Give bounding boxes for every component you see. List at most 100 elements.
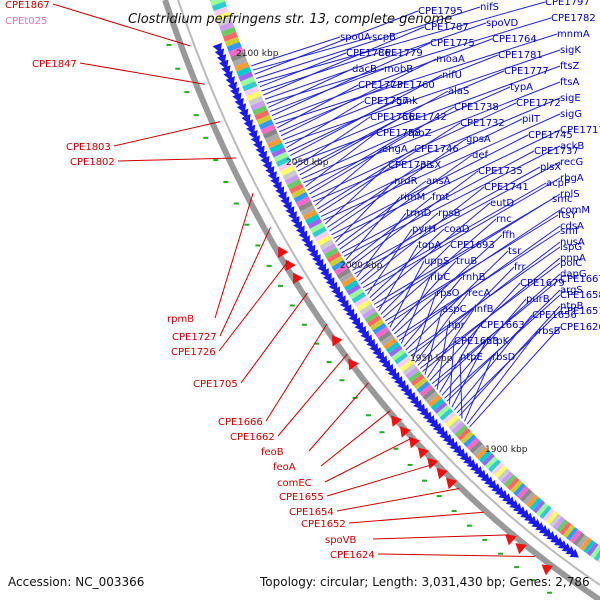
- gene-label: rpsB: [438, 208, 461, 219]
- blue-leader-line: [360, 186, 485, 285]
- reverse-gene-arrow: [505, 534, 517, 546]
- blue-leader-line: [319, 122, 461, 214]
- forward-gene-arrow: [397, 379, 407, 390]
- gene-label: CPE1626: [560, 322, 600, 333]
- blue-leader-line: [309, 106, 455, 195]
- cog-band-segment: [307, 217, 323, 229]
- topology-label: Topology: circular; Length: 3,031,430 bp…: [259, 575, 590, 589]
- forward-gene-arrow: [334, 290, 343, 301]
- forward-gene-arrow: [542, 528, 552, 537]
- cog-band-segment: [300, 205, 316, 216]
- blue-leader-line: [405, 250, 509, 351]
- reverse-gene-arrow: [541, 564, 554, 576]
- cog-band-segment: [362, 307, 377, 320]
- gene-label: ftsY: [558, 210, 577, 221]
- cog-band-segment: [519, 488, 533, 503]
- green-marker: [326, 361, 332, 364]
- gene-label: ackB: [560, 141, 584, 152]
- forward-gene-arrow: [446, 437, 456, 447]
- gene-label: CPE1655: [279, 492, 324, 503]
- blue-leader-line: [311, 102, 517, 199]
- reverse-gene-arrows: [277, 246, 554, 576]
- green-marker: [379, 431, 385, 434]
- cog-band-segment: [405, 366, 420, 379]
- cog-band-segment: [222, 31, 238, 42]
- blue-leader-line: [464, 356, 493, 422]
- gene-label: CPE1656: [532, 310, 577, 321]
- forward-gene-arrow: [363, 334, 373, 345]
- gene-label: CPE1732: [460, 118, 505, 129]
- cog-band-segment: [280, 165, 295, 176]
- cog-band-segment: [422, 387, 436, 401]
- gene-label: comEC: [277, 478, 312, 489]
- cog-band-segment: [552, 516, 565, 530]
- cog-band-segment: [569, 529, 582, 544]
- reverse-gene-arrow: [285, 259, 296, 272]
- forward-gene-arrow: [306, 244, 316, 255]
- green-marker: [301, 323, 307, 326]
- cog-band-segment: [399, 359, 414, 372]
- reverse-gene-arrow: [390, 415, 402, 427]
- forward-gene-arrow: [456, 448, 466, 458]
- blue-leader-line: [356, 212, 407, 278]
- blue-leader-line: [454, 314, 533, 411]
- cog-band-segment: [562, 524, 575, 539]
- cog-band-segment: [597, 557, 600, 563]
- cog-band-segment: [436, 404, 451, 418]
- gene-label: ispG: [560, 242, 582, 253]
- blue-leader-line: [329, 138, 467, 232]
- blue-leader-line: [268, 68, 353, 108]
- cog-band-segment: [271, 147, 287, 158]
- red-leader-line: [117, 157, 237, 162]
- forward-gene-arrow: [569, 548, 579, 558]
- cog-band-segment: [413, 377, 428, 390]
- cog-band-segment: [503, 474, 517, 488]
- forward-gene-arrow: [290, 215, 300, 226]
- blue-leader-line: [417, 266, 515, 366]
- cog-band-segment: [430, 398, 445, 411]
- gene-label: argS: [560, 285, 583, 296]
- green-marker: [193, 114, 199, 117]
- blue-leader-line: [387, 209, 561, 325]
- forward-gene-arrow: [331, 286, 341, 296]
- forward-gene-arrow: [337, 295, 346, 305]
- forward-gene-arrow: [325, 277, 335, 287]
- blue-leader-line: [313, 97, 561, 203]
- cog-band-segment: [367, 315, 382, 327]
- cog-band-segment: [219, 21, 235, 32]
- blue-label-lines: [251, 1, 561, 428]
- cog-band-segment: [573, 532, 585, 546]
- cog-band-segment: [228, 46, 244, 57]
- cog-band-segment: [523, 491, 536, 505]
- gene-label: nifS: [480, 2, 499, 13]
- reverse-gene-arrow: [399, 426, 411, 438]
- forward-gene-arrow: [390, 371, 400, 382]
- blue-leader-line: [252, 36, 373, 71]
- forward-gene-arrow: [400, 383, 410, 394]
- cog-band-segment: [246, 90, 262, 102]
- blue-leader-line: [451, 340, 487, 408]
- cog-band-segment: [238, 71, 254, 82]
- cog-band-segment: [481, 453, 495, 467]
- blue-leader-line: [441, 298, 527, 396]
- forward-gene-arrow: [419, 407, 429, 417]
- blue-leader-line: [352, 166, 541, 271]
- blue-leader-line: [380, 244, 451, 315]
- gene-label: ntpE: [460, 352, 483, 363]
- cog-band-segment: [291, 187, 307, 199]
- gene-label: mobB: [384, 64, 413, 75]
- gene-label: fmt: [432, 192, 449, 203]
- blue-leader-line: [251, 36, 341, 67]
- gene-label: CPE1662: [230, 432, 275, 443]
- cog-band-segment: [472, 443, 486, 457]
- blue-leader-line: [280, 58, 437, 137]
- forward-gene-arrow: [406, 391, 416, 402]
- blue-leader-line: [341, 150, 535, 254]
- gene-label: pnpA: [560, 253, 586, 264]
- gene-label: CPE1737: [534, 146, 579, 157]
- cog-band-segment: [526, 494, 539, 508]
- blue-leader-line: [279, 84, 391, 133]
- gene-label: frr: [514, 262, 526, 273]
- cog-band-segment: [346, 283, 361, 296]
- forward-gene-arrow: [429, 418, 439, 429]
